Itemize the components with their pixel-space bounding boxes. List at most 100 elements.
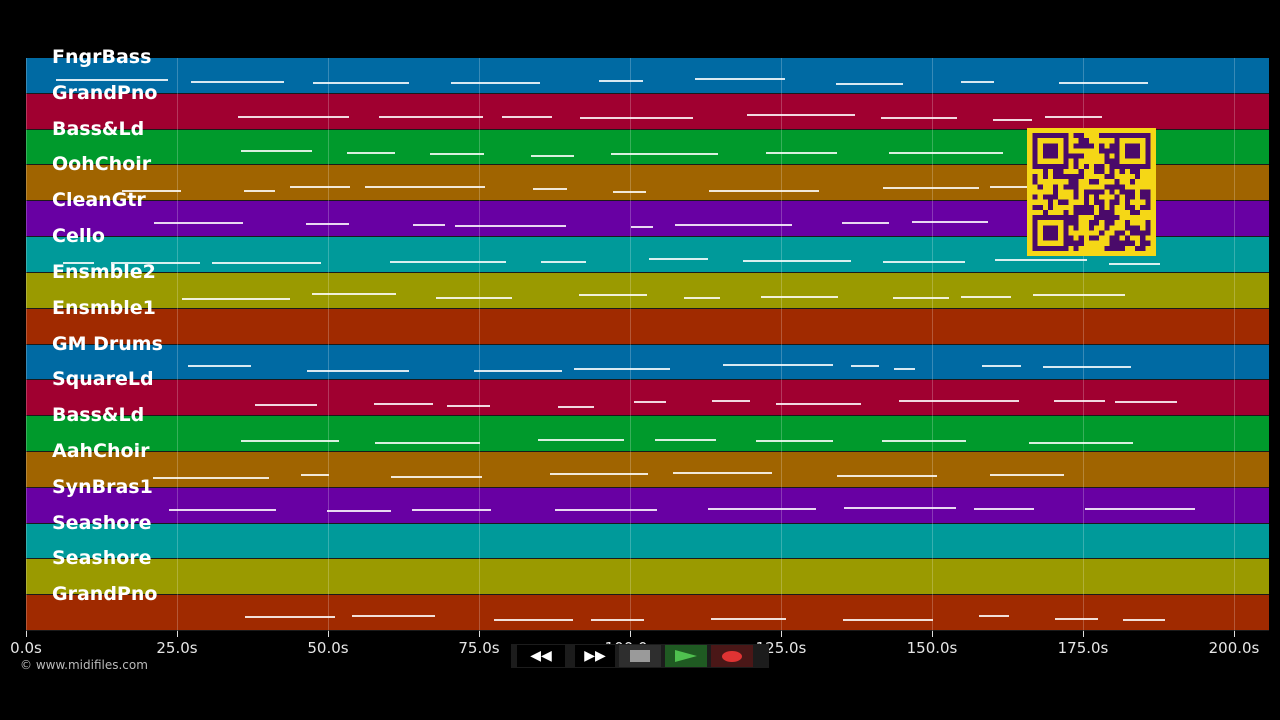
midi-note (755, 440, 833, 443)
midi-note (960, 295, 1011, 298)
track-row (26, 559, 1269, 596)
axis-tick (781, 631, 782, 637)
midi-note (243, 190, 275, 193)
midi-note (182, 298, 290, 301)
grid-line (479, 58, 480, 631)
midi-note (451, 81, 540, 84)
midi-note (122, 189, 182, 192)
midi-note (1059, 81, 1148, 84)
track-label: SynBras1 (52, 475, 153, 498)
midi-note (982, 364, 1022, 367)
midi-note (538, 439, 625, 442)
track-row (26, 595, 1269, 631)
midi-note (549, 472, 649, 475)
midi-note (240, 150, 313, 153)
midi-note (842, 222, 889, 225)
track-label: Ensmble1 (52, 296, 156, 319)
midi-note (992, 118, 1032, 121)
midi-note (882, 261, 965, 264)
midi-note (190, 80, 284, 83)
qr-code (1027, 128, 1156, 256)
midi-note (327, 509, 391, 512)
record-icon (722, 650, 742, 662)
midi-note (634, 401, 667, 404)
midi-note (474, 369, 563, 372)
midi-note (153, 222, 243, 225)
track-label: GM Drums (52, 332, 163, 355)
midi-note (598, 79, 643, 82)
midi-note (430, 152, 484, 155)
rewind-icon: ◀◀ (530, 648, 552, 664)
fast-forward-icon: ▶▶ (584, 648, 606, 664)
midi-note (899, 400, 1019, 403)
midi-note (1032, 294, 1126, 297)
midi-note (612, 190, 647, 193)
midi-note (111, 262, 201, 265)
midi-note (882, 186, 980, 189)
midi-note (978, 615, 1009, 618)
axis-tick (1234, 631, 1235, 637)
track-row (26, 380, 1269, 417)
axis-tick (177, 631, 178, 637)
midi-note (1045, 115, 1102, 118)
midi-note (578, 293, 647, 296)
midi-note (62, 262, 94, 265)
stop-button[interactable] (619, 645, 661, 667)
midi-note (305, 223, 350, 226)
midi-note (307, 369, 410, 372)
midi-note (454, 224, 567, 227)
track-label: OohChoir (52, 153, 152, 176)
midi-note (390, 261, 506, 264)
midi-note (374, 441, 481, 444)
midi-note (747, 113, 855, 116)
track-row (26, 523, 1269, 560)
fast-forward-button[interactable]: ▶▶ (575, 645, 615, 667)
track-row (26, 308, 1269, 345)
rewind-button[interactable]: ◀◀ (517, 645, 565, 667)
axis-tick (479, 631, 480, 637)
axis-tick-label: 0.0s (10, 639, 42, 657)
track-label: Seashore (52, 547, 152, 570)
axis-tick (328, 631, 329, 637)
midi-note (989, 185, 1035, 188)
midi-note (238, 115, 350, 118)
midi-note (1053, 400, 1106, 403)
midi-note (532, 187, 568, 190)
midi-note (1109, 262, 1161, 265)
midi-note (530, 154, 574, 157)
track-row (26, 272, 1269, 309)
midi-note (254, 404, 318, 407)
track-label: Bass&Ld (52, 117, 145, 140)
midi-note (352, 614, 436, 617)
midi-note (881, 116, 958, 119)
midi-note (709, 190, 819, 193)
midi-note (888, 151, 1003, 154)
track-label: GrandPno (52, 583, 158, 606)
midi-note (723, 364, 834, 367)
midi-note (289, 186, 351, 189)
track-row (26, 58, 1269, 94)
midi-note (882, 440, 966, 443)
midi-note (711, 618, 786, 621)
play-button[interactable] (665, 645, 707, 667)
midi-note (240, 440, 339, 443)
track-row (26, 451, 1269, 488)
track-label: Cello (52, 225, 105, 248)
stop-icon (630, 650, 650, 662)
midi-note (712, 400, 750, 403)
midi-note (56, 79, 169, 82)
midi-note (300, 473, 329, 476)
midi-note (695, 78, 786, 81)
grid-line (26, 58, 27, 631)
axis-tick (1083, 631, 1084, 637)
midi-note (1028, 441, 1134, 444)
midi-note (412, 223, 445, 226)
record-button[interactable] (711, 645, 753, 667)
track-label: Ensmble2 (52, 260, 156, 283)
midi-note (994, 259, 1088, 262)
midi-note (346, 151, 396, 154)
axis-tick-label: 50.0s (307, 639, 349, 657)
piano-roll (26, 58, 1269, 631)
midi-note (631, 226, 654, 229)
grid-line (1083, 58, 1084, 631)
